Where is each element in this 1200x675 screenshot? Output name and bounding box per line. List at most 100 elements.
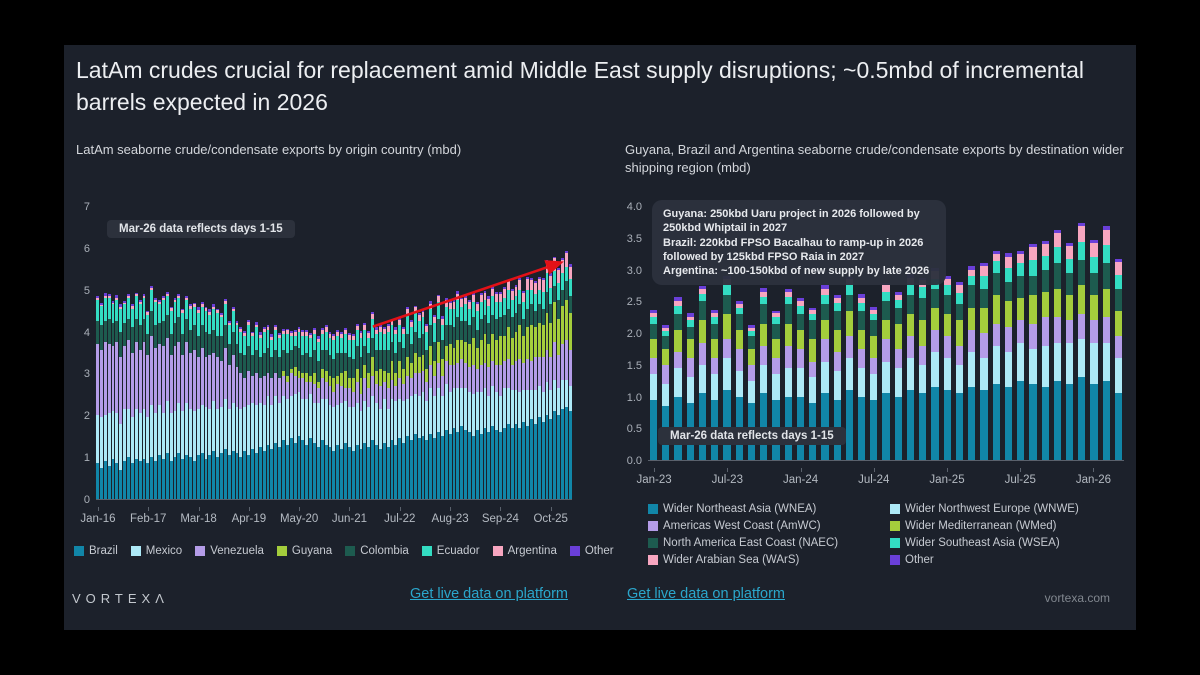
bar-segment-argentina bbox=[468, 301, 471, 309]
bar-segment-venezuela bbox=[227, 365, 231, 410]
stacked-bar bbox=[185, 296, 188, 499]
bar-segment-ecuador bbox=[502, 298, 506, 315]
bar-segment-other bbox=[553, 256, 557, 259]
bar-segment-colombia bbox=[177, 316, 181, 343]
bar-segment-other bbox=[123, 301, 126, 303]
bar-segment-colombia bbox=[468, 325, 471, 345]
bar-segment-wider-southeast-asia-wsea bbox=[1041, 255, 1049, 270]
bar-segment-other bbox=[394, 327, 398, 330]
bar-segment-brazil bbox=[390, 440, 394, 499]
bar-segment-colombia bbox=[266, 348, 270, 374]
bar-segment-other bbox=[243, 330, 247, 334]
x-tick-mark bbox=[1020, 468, 1022, 472]
bar-segment-north-america-east-coast-naec bbox=[1065, 272, 1074, 295]
bar-segment-mexico bbox=[231, 402, 235, 451]
bar-segment-other bbox=[192, 302, 196, 305]
bar-segment-mexico bbox=[495, 392, 498, 430]
bar-segment-argentina bbox=[127, 296, 130, 299]
bar-segment-americas-west-coast-amwc bbox=[1114, 336, 1123, 359]
bar-segment-venezuela bbox=[293, 375, 297, 395]
bar-segment-colombia bbox=[564, 281, 568, 301]
bar-segment-colombia bbox=[309, 356, 312, 376]
stacked-bar bbox=[216, 308, 219, 499]
bar-segment-argentina bbox=[274, 326, 278, 330]
bar-segment-other bbox=[355, 324, 359, 326]
bar-segment-wider-northwest-europe-wnwe bbox=[809, 377, 817, 403]
bar-segment-brazil bbox=[448, 434, 452, 499]
bar-segment-other bbox=[968, 266, 976, 270]
bar-segment-other bbox=[382, 326, 386, 330]
bar-segment-wider-arabian-sea-wars bbox=[1004, 256, 1013, 269]
bar-segment-colombia bbox=[526, 308, 529, 328]
bar-segment-ecuador bbox=[262, 331, 266, 353]
bar-segment-brazil bbox=[111, 459, 115, 499]
bar-segment-venezuela bbox=[99, 350, 103, 418]
bar-segment-colombia bbox=[406, 333, 409, 357]
bar-segment-venezuela bbox=[332, 392, 336, 407]
bar-segment-wider-northwest-europe-wnwe bbox=[735, 371, 743, 397]
bar-segment-mexico bbox=[541, 392, 545, 422]
bar-segment-wider-mediterranean-wmed bbox=[980, 307, 988, 334]
bar-segment-brazil bbox=[196, 455, 200, 499]
bar-segment-colombia bbox=[394, 352, 398, 374]
bar-segment-venezuela bbox=[196, 356, 200, 410]
bar-segment-ecuador bbox=[127, 298, 130, 320]
bar-segment-mexico bbox=[499, 396, 502, 433]
bar-segment-ecuador bbox=[537, 289, 541, 305]
x-tick-mark bbox=[947, 468, 949, 472]
bar-segment-wider-southeast-asia-wsea bbox=[711, 317, 719, 324]
live-data-link-left[interactable]: Get live data on platform bbox=[410, 586, 568, 602]
bar-segment-venezuela bbox=[274, 373, 278, 397]
bar-segment-mexico bbox=[425, 400, 429, 441]
bar-segment-guyana bbox=[479, 339, 483, 366]
bar-segment-mexico bbox=[173, 411, 177, 458]
bar-segment-mexico bbox=[103, 415, 107, 462]
stacked-bar bbox=[894, 291, 902, 460]
stacked-bar bbox=[440, 316, 444, 499]
stacked-bar bbox=[324, 325, 328, 499]
bar-segment-north-america-east-coast-naec bbox=[796, 313, 805, 330]
bar-segment-colombia bbox=[243, 354, 247, 378]
bar-segment-venezuela bbox=[328, 386, 332, 405]
live-data-link-right[interactable]: Get live data on platform bbox=[627, 586, 785, 602]
bar-segment-wider-northeast-asia-wnea bbox=[943, 390, 951, 460]
bar-segment-wider-northeast-asia-wnea bbox=[1041, 386, 1049, 460]
bar-segment-wider-northwest-europe-wnwe bbox=[968, 352, 976, 387]
x-tick-label: Jun-21 bbox=[331, 513, 368, 525]
bar-segment-ecuador bbox=[398, 325, 402, 343]
bar-segment-colombia bbox=[409, 344, 413, 363]
bar-segment-mexico bbox=[309, 394, 312, 439]
bar-segment-ecuador bbox=[464, 304, 467, 322]
bar-segment-argentina bbox=[254, 324, 258, 328]
bar-segment-colombia bbox=[316, 360, 320, 382]
bar-segment-venezuela bbox=[545, 350, 549, 382]
bar-segment-argentina bbox=[355, 325, 359, 330]
bar-segment-colombia bbox=[142, 319, 146, 343]
bar-segment-wider-arabian-sea-wars bbox=[674, 301, 682, 307]
bar-segment-mexico bbox=[382, 398, 386, 443]
bar-segment-colombia bbox=[347, 356, 351, 378]
bar-segment-wider-arabian-sea-wars bbox=[784, 291, 792, 297]
bar-segment-north-america-east-coast-naec bbox=[698, 301, 707, 321]
stacked-bar bbox=[406, 306, 409, 499]
bar-segment-brazil bbox=[355, 444, 359, 499]
bar-segment-other bbox=[258, 332, 262, 335]
stacked-bar bbox=[564, 250, 568, 499]
bar-segment-wider-mediterranean-wmed bbox=[1041, 291, 1049, 318]
bar-segment-colombia bbox=[161, 321, 165, 347]
bar-segment-argentina bbox=[212, 306, 216, 309]
legend-item-wider-southeast-asia-wsea: Wider Southeast Asia (WSEA) bbox=[890, 537, 1134, 549]
bar-segment-wider-southeast-asia-wsea bbox=[772, 317, 780, 324]
bar-segment-americas-west-coast-amwc bbox=[845, 336, 853, 359]
x-tick-mark bbox=[727, 468, 729, 472]
stacked-bar bbox=[510, 288, 514, 499]
bar-segment-brazil bbox=[359, 448, 363, 499]
stacked-bar bbox=[561, 258, 564, 499]
stacked-bar bbox=[931, 268, 939, 460]
stacked-bar bbox=[196, 307, 200, 499]
bar-segment-brazil bbox=[158, 455, 161, 499]
bar-segment-mexico bbox=[367, 406, 371, 447]
bar-segment-ecuador bbox=[282, 333, 285, 351]
bar-segment-guyana bbox=[289, 369, 293, 374]
bar-segment-guyana bbox=[363, 365, 367, 378]
